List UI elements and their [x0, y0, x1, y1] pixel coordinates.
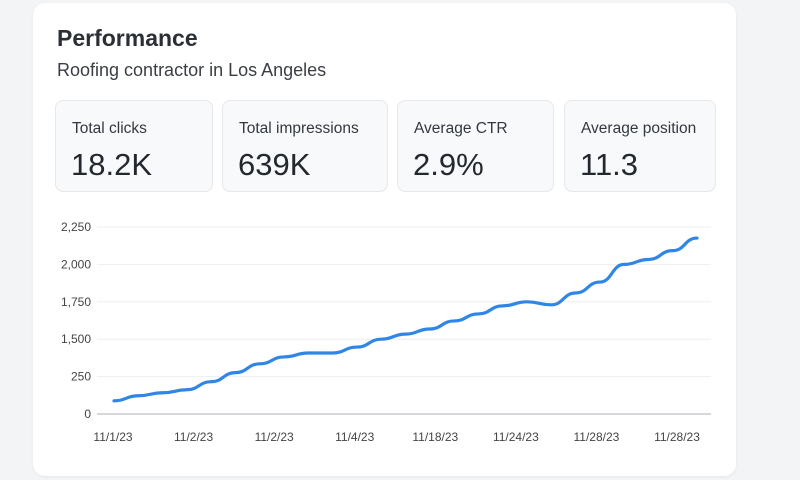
x-tick-label: 11/28/23 — [654, 430, 700, 444]
stat-value: 2.9% — [413, 147, 484, 182]
x-tick-label: 11/1/23 — [93, 430, 132, 444]
stat-value: 11.3 — [580, 147, 639, 182]
stat-total-clicks[interactable]: Total clicks 18.2K — [55, 100, 213, 192]
y-tick-label: 0 — [84, 407, 91, 421]
performance-card: Performance Roofing contractor in Los An… — [33, 3, 736, 476]
series-line — [112, 236, 699, 403]
page-subtitle: Roofing contractor in Los Angeles — [57, 60, 327, 80]
x-tick-label: 11/2/23 — [255, 430, 294, 444]
stat-average-ctr[interactable]: Average CTR 2.9% — [397, 100, 554, 192]
x-tick-label: 11/2/23 — [174, 430, 213, 444]
y-tick-label: 250 — [71, 370, 91, 384]
y-tick-label: 2,250 — [61, 220, 91, 234]
stat-label: Total clicks — [72, 120, 147, 137]
x-tick-label: 11/4/23 — [335, 430, 374, 444]
stat-average-position[interactable]: Average position 11.3 — [564, 100, 716, 192]
stat-total-impressions[interactable]: Total impressions 639K — [222, 100, 388, 192]
page-title: Performance — [57, 25, 198, 51]
stat-label: Total impressions — [239, 120, 359, 137]
x-tick-label: 11/24/23 — [493, 430, 539, 444]
y-tick-label: 2,000 — [61, 257, 91, 271]
stat-label: Average CTR — [414, 120, 508, 137]
stat-value: 639K — [238, 147, 311, 182]
y-tick-label: 1,750 — [61, 295, 91, 309]
x-tick-label: 11/28/23 — [574, 430, 620, 444]
x-tick-label: 11/18/23 — [412, 430, 458, 444]
stat-label: Average position — [581, 120, 697, 137]
y-tick-label: 1,500 — [61, 332, 91, 346]
stat-value: 18.2K — [71, 147, 153, 182]
